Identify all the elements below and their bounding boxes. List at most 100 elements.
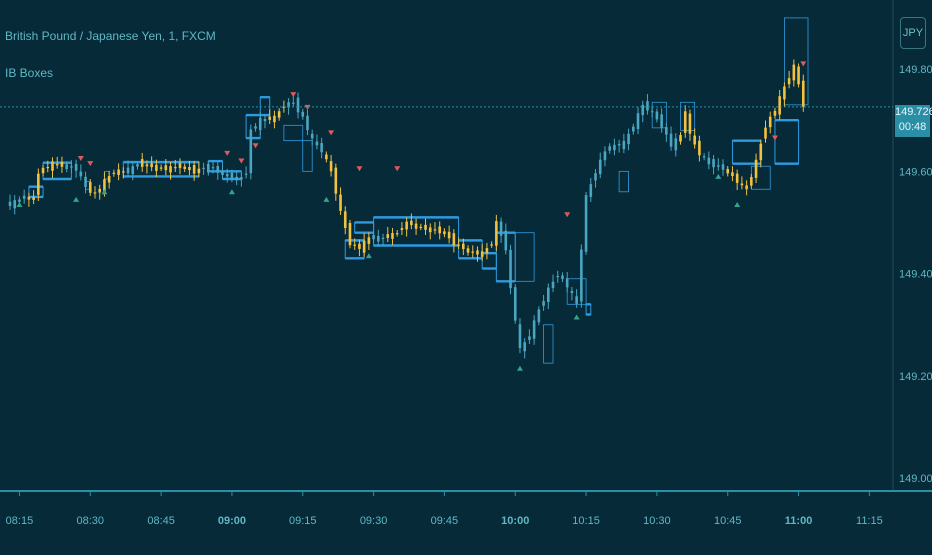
candle-body <box>565 278 569 288</box>
x-tick-label: 08:45 <box>147 515 175 527</box>
candle-body <box>551 281 555 289</box>
candle-body <box>797 66 800 85</box>
candle-body <box>296 97 300 113</box>
candle-body <box>325 154 328 160</box>
candle-body <box>103 179 106 193</box>
candle-body <box>745 185 748 190</box>
candle-body <box>570 291 574 294</box>
ib-box <box>28 186 44 198</box>
candle-body <box>608 146 611 151</box>
candle-body <box>268 116 272 120</box>
candle-body <box>79 171 83 177</box>
currency-button[interactable]: JPY <box>900 17 926 49</box>
x-tick-label: 08:15 <box>6 515 34 527</box>
candle-body <box>466 248 470 253</box>
candle-body <box>381 237 385 240</box>
candle-body <box>698 140 701 156</box>
candle-body <box>343 211 347 229</box>
candle-body <box>155 164 158 171</box>
sell-marker <box>224 150 231 156</box>
x-tick-label: 09:15 <box>289 515 317 527</box>
candle-body <box>513 287 517 321</box>
time-axis[interactable]: 08:15 08:30 08:45 09:00 09:15 09:30 09:45 10:00… <box>6 491 883 527</box>
candle-body <box>235 176 238 181</box>
candle-body <box>712 159 715 168</box>
candle-body <box>594 173 597 181</box>
sell-marker <box>77 155 84 161</box>
candle-body <box>13 200 17 209</box>
candle-body <box>707 157 711 165</box>
candle-body <box>131 166 135 175</box>
candle-body <box>603 151 607 161</box>
candle-body <box>716 165 720 167</box>
candle-body <box>693 135 696 145</box>
x-tick-label: 11:00 <box>785 515 813 527</box>
ib-box <box>750 165 771 190</box>
candle-body <box>740 183 744 186</box>
indicator-label[interactable]: IB Boxes <box>5 66 54 80</box>
candle-body <box>192 165 196 174</box>
sell-marker <box>290 92 297 98</box>
candle-body <box>636 113 640 129</box>
candle-body <box>277 111 281 118</box>
candle-body <box>377 235 380 242</box>
candle-body <box>22 195 26 199</box>
symbol-title[interactable]: British Pound / Japanese Yen, 1, FXCM <box>5 29 216 43</box>
candle-body <box>631 126 635 132</box>
candle-body <box>424 224 427 230</box>
ib-box <box>354 221 375 234</box>
candle-body <box>183 166 187 169</box>
ib-box <box>680 101 696 131</box>
candle-body <box>650 111 654 113</box>
candle-body <box>159 167 163 169</box>
last-price-value: 149.726 <box>895 106 932 118</box>
buy-marker <box>101 189 108 195</box>
candle-body <box>310 133 314 139</box>
sell-marker <box>328 130 335 136</box>
candle-body <box>65 164 68 170</box>
signal-markers <box>16 61 807 371</box>
buy-marker <box>516 365 523 371</box>
candle-body <box>400 228 404 230</box>
candles <box>8 59 805 359</box>
candle-body <box>726 169 730 174</box>
candle-body <box>499 221 503 236</box>
candle-body <box>542 301 545 306</box>
candle-body <box>301 111 305 117</box>
candle-body <box>627 133 630 145</box>
candle-body <box>801 80 805 107</box>
candle-body <box>433 229 437 231</box>
ib-box <box>283 124 304 142</box>
candle-body <box>74 163 78 171</box>
candle-body <box>556 275 560 278</box>
candle-body <box>216 166 220 173</box>
candle-body <box>532 320 536 339</box>
candle-body <box>140 159 144 167</box>
candle-body <box>145 164 149 167</box>
candle-body <box>126 167 130 174</box>
candle-body <box>169 166 172 173</box>
y-tick-label: 149.600 <box>899 166 932 178</box>
x-tick-label: 11:15 <box>856 515 883 527</box>
candle-body <box>391 233 394 239</box>
candle-body <box>372 235 375 240</box>
candle-body <box>580 249 583 302</box>
candle-body <box>792 64 796 81</box>
candle-body <box>358 243 361 249</box>
candle-body <box>367 237 371 244</box>
sell-marker <box>356 166 363 172</box>
candle-body <box>665 127 668 135</box>
candle-body <box>414 223 418 229</box>
candle-body <box>348 222 352 246</box>
candle-body <box>292 102 295 104</box>
candle-body <box>480 251 484 257</box>
buy-marker <box>715 173 722 179</box>
ib-box <box>618 170 629 193</box>
x-tick-label: 09:00 <box>218 515 246 527</box>
price-axis[interactable]: 149.800 149.600 149.400 149.200 149.000 <box>899 64 932 485</box>
candle-body <box>471 251 475 253</box>
candle-body <box>339 194 342 211</box>
candle-body <box>783 86 786 100</box>
